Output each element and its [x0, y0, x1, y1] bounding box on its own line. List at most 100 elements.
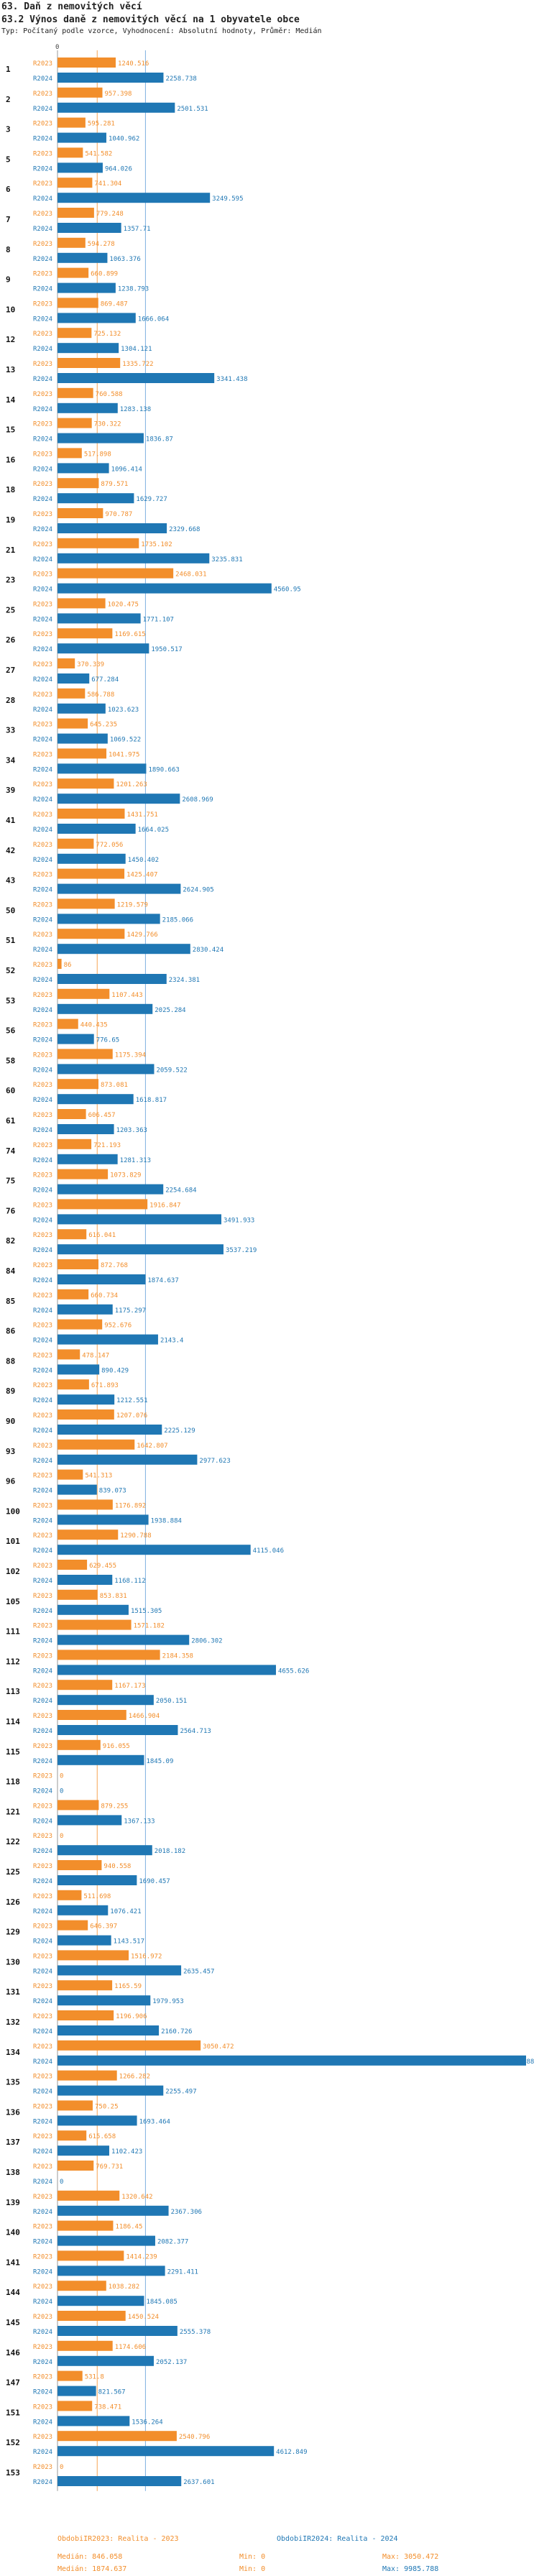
- value-label: 2501.531: [177, 106, 208, 113]
- legend-2024: ObdobiIR2024: Realita - 2024: [277, 2535, 398, 2543]
- value-label: 1290.788: [120, 1532, 151, 1540]
- value-label: 2468.031: [175, 571, 206, 579]
- series-label: R2023: [33, 2194, 52, 2201]
- value-label: 2977.623: [199, 1458, 230, 1465]
- value-label: 2564.713: [180, 1728, 211, 1735]
- series-label: R2024: [33, 1968, 52, 1975]
- group-label: 101: [6, 1537, 20, 1546]
- group-label: 85: [6, 1297, 15, 1306]
- value-label: 0: [60, 1788, 63, 1795]
- bar-2023: [57, 1079, 99, 1090]
- group-label: 5: [6, 155, 11, 164]
- bar-2023: [57, 147, 83, 158]
- bar-2024: [57, 1274, 146, 1284]
- group-label: 50: [6, 906, 15, 915]
- series-label: R2023: [33, 1773, 52, 1780]
- series-label: R2023: [33, 2464, 52, 2471]
- max-2023: Max: 3050.472: [382, 2553, 439, 2561]
- series-label: R2024: [33, 376, 52, 383]
- value-label: 2624.905: [183, 887, 213, 894]
- bar-2023: [57, 2220, 114, 2231]
- value-label: 1666.064: [138, 316, 169, 323]
- bar-2024: [57, 1935, 111, 1946]
- value-label: 1836.87: [146, 436, 173, 443]
- value-label: 2018.182: [155, 1848, 185, 1855]
- bar-2023: [57, 1109, 86, 1119]
- value-label: 1425.407: [126, 872, 157, 879]
- group-label: 113: [6, 1687, 20, 1696]
- series-label: R2024: [33, 616, 52, 623]
- value-label: 1664.025: [138, 827, 169, 834]
- group-label: 13: [6, 365, 15, 374]
- bar-2023: [57, 959, 62, 969]
- value-label: 1196.906: [116, 2013, 147, 2020]
- bar-2024: [57, 703, 106, 714]
- bar-2024: [57, 613, 141, 624]
- bar-2024: [57, 402, 118, 413]
- value-label: 2184.358: [162, 1652, 193, 1660]
- bar-2023: [57, 2431, 177, 2442]
- bar-2024: [57, 673, 90, 684]
- series-label: R2023: [33, 361, 52, 368]
- value-label: 964.026: [105, 165, 132, 172]
- series-label: R2024: [33, 2209, 52, 2216]
- bar-2024: [57, 132, 106, 143]
- bar-2023: [57, 1650, 160, 1660]
- value-label: 1168.112: [114, 1578, 145, 1585]
- series-label: R2023: [33, 722, 52, 729]
- series-label: R2023: [33, 271, 52, 278]
- value-label: 1212.551: [116, 1397, 147, 1404]
- value-label: 1186.45: [115, 2224, 142, 2231]
- value-label: 1429.766: [126, 932, 157, 939]
- value-label: 872.768: [101, 1262, 128, 1269]
- bar-2024: [57, 794, 180, 804]
- value-label: 3235.831: [211, 556, 242, 564]
- bar-2023: [57, 237, 86, 248]
- group-label: 90: [6, 1417, 15, 1426]
- value-label: 2254.684: [165, 1187, 196, 1195]
- series-label: R2023: [33, 1502, 52, 1509]
- series-label: R2023: [33, 2074, 52, 2081]
- bar-2023: [57, 508, 103, 518]
- series-label: R2024: [33, 1307, 52, 1315]
- value-label: 1102.423: [111, 2148, 142, 2156]
- series-label: R2024: [33, 1758, 52, 1765]
- value-label: 1367.133: [124, 1818, 155, 1825]
- bar-2024: [57, 883, 181, 894]
- series-label: R2024: [33, 1788, 52, 1795]
- series-label: R2023: [33, 901, 52, 908]
- bar-2024: [57, 193, 211, 203]
- bar-2024: [57, 102, 175, 113]
- series-label: R2023: [33, 1232, 52, 1239]
- value-label: 595.281: [88, 121, 115, 128]
- bar-2024: [57, 433, 144, 443]
- series-label: R2024: [33, 2329, 52, 2336]
- series-label: R2023: [33, 2374, 52, 2381]
- value-label: 741.304: [94, 180, 121, 188]
- bar-2023: [57, 2010, 114, 2020]
- value-label: 1466.904: [129, 1713, 160, 1720]
- series-label: R2023: [33, 150, 52, 157]
- bar-2023: [57, 1439, 135, 1450]
- value-label: 1874.637: [147, 1277, 178, 1284]
- series-label: R2024: [33, 2179, 52, 2186]
- bar-2023: [57, 2281, 106, 2291]
- bar-2023: [57, 448, 82, 459]
- bar-2023: [57, 267, 89, 278]
- group-label: 126: [6, 1898, 20, 1907]
- bar-2023: [57, 868, 125, 879]
- value-label: 606.457: [88, 1112, 116, 1119]
- bar-2024: [57, 343, 119, 354]
- group-label: 112: [6, 1657, 20, 1666]
- series-label: R2024: [33, 1367, 52, 1374]
- series-label: R2023: [33, 2314, 52, 2321]
- group-label: 51: [6, 936, 16, 945]
- value-label: 2830.424: [193, 947, 224, 954]
- bar-2024: [57, 1875, 137, 1885]
- bar-2024: [57, 1394, 115, 1405]
- bar-2023: [57, 2100, 93, 2111]
- series-label: R2023: [33, 1743, 52, 1750]
- series-label: R2024: [33, 2028, 52, 2036]
- series-label: R2023: [33, 300, 52, 308]
